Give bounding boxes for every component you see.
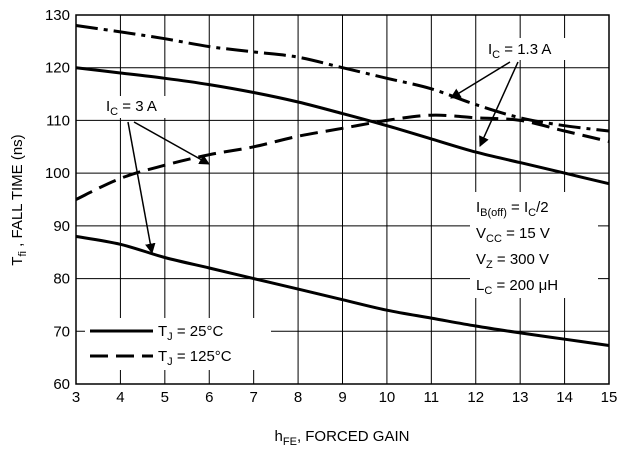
series-line-3 bbox=[75, 24, 610, 133]
legend-entry-25c: TJ = 25°C bbox=[158, 323, 223, 343]
x-tick-label-11: 11 bbox=[424, 389, 440, 406]
legend-entry-125c-sub: J bbox=[167, 356, 173, 368]
annotation-ic-3a-rest: = 3 A bbox=[118, 98, 157, 115]
annotation-ic-1-3a-sub: C bbox=[492, 49, 500, 61]
condition-vz-main: V bbox=[476, 251, 486, 268]
arrow-ic-3a-lower bbox=[127, 121, 156, 255]
legend-entry-25c-rest: = 25°C bbox=[173, 323, 224, 340]
y-tick-label-60: 60 bbox=[53, 376, 70, 393]
y-tick-label-70: 70 bbox=[53, 323, 70, 340]
condition-ib-sub2: C bbox=[528, 207, 536, 219]
condition-vcc-main: V bbox=[476, 225, 486, 242]
y-tick-label-100: 100 bbox=[45, 165, 70, 182]
conditions-bg bbox=[470, 192, 598, 298]
y-tick-label-110: 110 bbox=[46, 112, 70, 129]
x-tick-label-14: 14 bbox=[556, 389, 573, 406]
x-tick-label-9: 9 bbox=[338, 389, 346, 406]
x-tick-label-5: 5 bbox=[161, 389, 169, 406]
conditions-block: IB(off) = IC/2 VCC = 15 V VZ = 300 V LC … bbox=[470, 192, 598, 298]
x-tick-label-7: 7 bbox=[249, 389, 257, 406]
y-tick-label-130: 130 bbox=[45, 7, 70, 24]
y-axis-label: Tfi , FALL TIME (ns) bbox=[9, 134, 29, 265]
x-tick-label-15: 15 bbox=[601, 389, 618, 406]
arrow-ic-1-3a-lower bbox=[479, 61, 519, 147]
condition-lc-rest: = 200 μH bbox=[492, 277, 558, 294]
legend-entry-25c-main: T bbox=[158, 323, 167, 340]
x-axis-label-main: h bbox=[275, 428, 283, 445]
x-tick-label-6: 6 bbox=[205, 389, 213, 406]
legend-box bbox=[85, 318, 271, 370]
y-tick-label-120: 120 bbox=[45, 60, 70, 77]
annotation-ic-3a-sub: C bbox=[110, 106, 118, 118]
condition-vz: VZ = 300 V bbox=[476, 251, 549, 271]
condition-vcc-sub: CC bbox=[486, 233, 502, 245]
x-tick-label-10: 10 bbox=[379, 389, 396, 406]
condition-ib-sub: B(off) bbox=[480, 207, 507, 219]
x-axis-label: hFE, FORCED GAIN bbox=[275, 428, 410, 448]
x-axis-label-sub: FE bbox=[283, 436, 297, 448]
series-line-2 bbox=[75, 66, 610, 186]
y-axis-label-main: T bbox=[9, 257, 26, 266]
y-axis-label-rest: , FALL TIME (ns) bbox=[9, 134, 26, 251]
legend-entry-125c-rest: = 125°C bbox=[173, 348, 232, 365]
y-tick-label-80: 80 bbox=[53, 271, 70, 288]
series-group bbox=[75, 24, 610, 347]
annotation-ic-1-3a: IC = 1.3 A bbox=[450, 38, 583, 147]
series-line-1 bbox=[75, 113, 610, 201]
x-tick-label-8: 8 bbox=[294, 389, 302, 406]
condition-lc-main: L bbox=[476, 277, 484, 294]
annotation-ic-1-3a-bg bbox=[485, 38, 583, 60]
x-tick-label-12: 12 bbox=[467, 389, 484, 406]
annotation-ic-1-3a-rest: = 1.3 A bbox=[500, 41, 551, 58]
legend-entry-125c: TJ = 125°C bbox=[158, 348, 232, 368]
arrow-ic-1-3a-upper bbox=[450, 61, 511, 99]
condition-ib-main: I bbox=[476, 199, 480, 216]
annotation-ic-3a: IC = 3 A bbox=[104, 96, 210, 255]
x-tick-label-4: 4 bbox=[116, 389, 124, 406]
legend-entry-25c-sub: J bbox=[167, 331, 173, 343]
y-axis-label-sub: fi bbox=[17, 251, 29, 257]
y-tick-label-90: 90 bbox=[53, 218, 70, 235]
condition-ib-rest: = I bbox=[507, 199, 528, 216]
annotation-ic-3a-main: I bbox=[106, 98, 110, 115]
condition-lc: LC = 200 μH bbox=[476, 277, 558, 297]
x-axis-label-rest: , FORCED GAIN bbox=[297, 428, 410, 445]
condition-lc-sub: C bbox=[484, 285, 492, 297]
annotation-ic-1-3a-main: I bbox=[488, 41, 492, 58]
annotation-ic-1-3a-text: IC = 1.3 A bbox=[488, 41, 551, 61]
plot-frame bbox=[75, 14, 610, 385]
annotation-ic-3a-text: IC = 3 A bbox=[106, 98, 157, 118]
legend: TJ = 25°C TJ = 125°C bbox=[85, 318, 271, 370]
x-tick-label-13: 13 bbox=[512, 389, 529, 406]
series-line-0 bbox=[75, 234, 610, 347]
condition-vz-sub: Z bbox=[486, 259, 493, 271]
condition-vcc-rest: = 15 V bbox=[502, 225, 550, 242]
condition-vcc: VCC = 15 V bbox=[476, 225, 550, 245]
legend-entry-125c-main: T bbox=[158, 348, 167, 365]
condition-ib-off: IB(off) = IC/2 bbox=[476, 199, 549, 219]
condition-ib-rest2: /2 bbox=[536, 199, 549, 216]
annotation-ic-3a-bg bbox=[104, 96, 174, 118]
condition-vz-rest: = 300 V bbox=[493, 251, 549, 268]
arrow-ic-3a-upper bbox=[133, 121, 210, 165]
tick-labels: 3 4 5 6 7 8 9 10 11 12 13 14 15 60 70 80 90 100 110 120 130 bbox=[45, 7, 617, 406]
x-tick-label-3: 3 bbox=[72, 389, 80, 406]
